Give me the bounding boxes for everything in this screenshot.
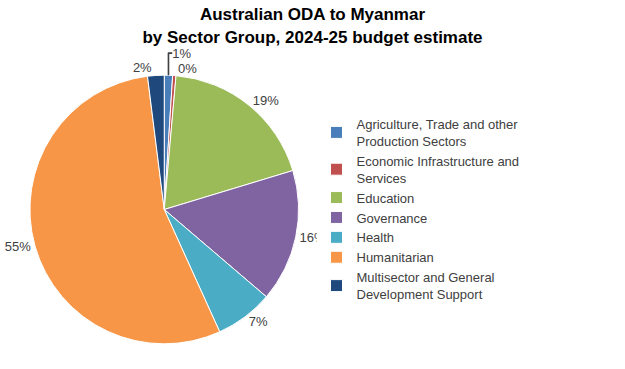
svg-text:Health: Health xyxy=(357,230,395,245)
svg-text:Economic Infrastructure andSer: Economic Infrastructure andServices xyxy=(357,154,520,186)
svg-text:2%: 2% xyxy=(133,60,152,75)
svg-text:16%: 16% xyxy=(299,229,326,245)
svg-text:Multisector and GeneralDevelop: Multisector and GeneralDevelopment Suppo… xyxy=(357,270,495,302)
svg-text:7%: 7% xyxy=(249,314,268,329)
svg-text:55%: 55% xyxy=(5,239,31,254)
svg-text:Agriculture, Trade and otherPr: Agriculture, Trade and otherProduction S… xyxy=(357,117,519,149)
svg-text:1%: 1% xyxy=(172,46,191,61)
svg-text:Governance: Governance xyxy=(357,211,428,226)
svg-text:Australian ODA to Myanmarby Se: Australian ODA to Myanmarby Sector Group… xyxy=(142,5,482,46)
svg-text:Humanitarian: Humanitarian xyxy=(357,250,434,265)
svg-text:Education: Education xyxy=(357,191,415,206)
svg-text:19%: 19% xyxy=(253,93,279,108)
svg-text:0%: 0% xyxy=(178,61,197,76)
